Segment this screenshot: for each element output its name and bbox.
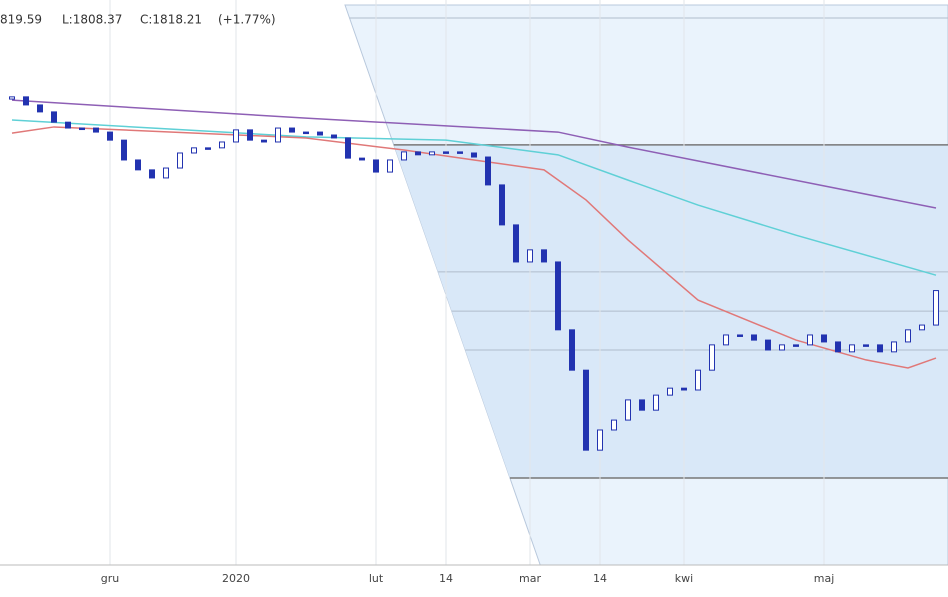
candle-body xyxy=(317,131,323,136)
header-close: C:1818.21 xyxy=(140,13,202,27)
candle-body xyxy=(793,344,799,347)
candle-body xyxy=(457,151,463,154)
candle-body xyxy=(149,169,155,179)
candle-body xyxy=(919,324,925,331)
moving-average xyxy=(11,99,937,209)
candle-body xyxy=(415,151,421,156)
candle-body xyxy=(261,139,267,143)
candle-body xyxy=(807,334,813,346)
candle-body xyxy=(163,167,169,179)
candle-body xyxy=(653,394,659,411)
header-high: 819.59 xyxy=(0,13,42,27)
candle-body xyxy=(9,96,15,100)
x-axis-band xyxy=(0,565,948,593)
candle-body xyxy=(177,152,183,169)
x-tick-label: gru xyxy=(101,572,119,585)
candle-body xyxy=(569,329,575,371)
candle-body xyxy=(639,399,645,411)
candle-body xyxy=(345,137,351,159)
x-tick-label: mar xyxy=(519,572,541,585)
candle-body xyxy=(821,334,827,343)
x-tick-label: maj xyxy=(814,572,835,585)
candle-body xyxy=(107,131,113,141)
header-change: (+1.77%) xyxy=(218,13,276,27)
x-tick-label: 14 xyxy=(593,572,607,585)
candle-body xyxy=(723,334,729,346)
candle-body xyxy=(625,399,631,421)
candle-body xyxy=(555,261,561,331)
candle-body xyxy=(499,184,505,226)
x-tick-label: 14 xyxy=(439,572,453,585)
candle-body xyxy=(583,369,589,451)
candle-body xyxy=(205,147,211,150)
candle-body xyxy=(37,104,43,113)
candle-body xyxy=(233,129,239,143)
candle-body xyxy=(695,369,701,391)
candle-body xyxy=(877,344,883,353)
moving-average xyxy=(11,126,937,369)
candle-body xyxy=(541,249,547,263)
candle-body xyxy=(23,96,29,106)
candle-body xyxy=(667,387,673,396)
candle-body xyxy=(849,344,855,353)
candle-body xyxy=(905,329,911,343)
candle-body xyxy=(247,129,253,141)
moving-average xyxy=(11,119,937,276)
candle-body xyxy=(527,249,533,263)
candle-body xyxy=(401,151,407,161)
candle-body xyxy=(933,290,939,326)
candle-body xyxy=(751,334,757,341)
candle-body xyxy=(737,334,743,337)
x-tick-label: kwi xyxy=(675,572,693,585)
candle-body xyxy=(219,141,225,149)
candle-body xyxy=(471,152,477,158)
candle-body xyxy=(443,151,449,154)
x-tick-label: 2020 xyxy=(222,572,250,585)
candle-body xyxy=(79,127,85,131)
candle-body xyxy=(681,387,687,391)
candle-body xyxy=(359,157,365,161)
candle-body xyxy=(429,151,435,156)
candle-body xyxy=(835,341,841,353)
candle-body xyxy=(289,127,295,133)
header: 819.59 L:1808.37 C:1818.21 (+1.77%) xyxy=(0,13,276,27)
candle-body xyxy=(121,139,127,161)
candle-body xyxy=(611,419,617,431)
candle-body xyxy=(373,159,379,173)
candle-body xyxy=(331,134,337,139)
candle-body xyxy=(275,127,281,143)
candle-body xyxy=(65,121,71,129)
candle-body xyxy=(135,159,141,171)
candle-body xyxy=(387,159,393,173)
candle-body xyxy=(513,224,519,263)
candle-body xyxy=(597,429,603,451)
candle-body xyxy=(303,131,309,135)
candle-body xyxy=(485,156,491,186)
header-low: L:1808.37 xyxy=(62,13,122,27)
candle-body xyxy=(779,344,785,351)
candle-body xyxy=(51,111,57,123)
candle-body xyxy=(709,344,715,371)
candle-body xyxy=(93,127,99,133)
x-tick-label: lut xyxy=(369,572,384,585)
candle-body xyxy=(891,341,897,353)
candle-body xyxy=(765,339,771,351)
candle-body xyxy=(191,147,197,154)
candle-body xyxy=(863,344,869,347)
